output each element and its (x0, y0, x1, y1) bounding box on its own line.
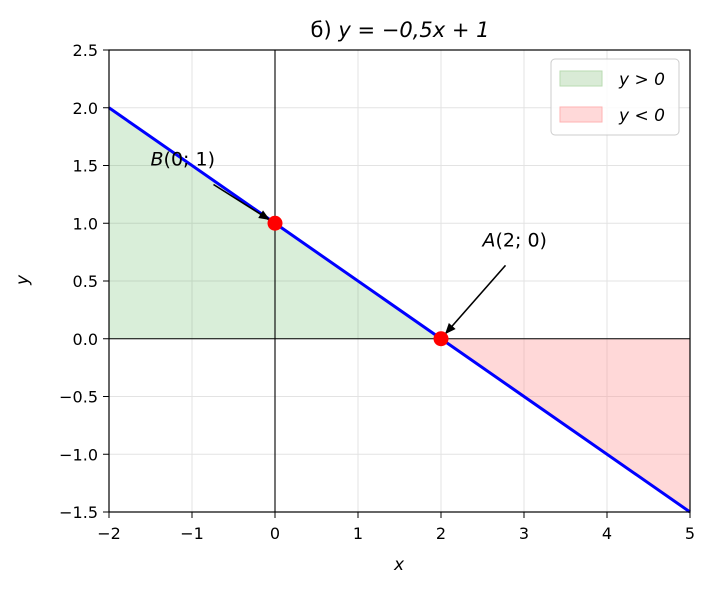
points (267, 215, 449, 347)
y-tick-label: −0.5 (59, 388, 98, 407)
legend-swatch-negative (559, 106, 603, 123)
arrow-head-A (444, 323, 456, 335)
y-axis-label: y (13, 274, 33, 286)
annotations: B(0; 1) A(2; 0) (151, 149, 547, 335)
chart-title-prefix: б) (311, 18, 332, 42)
arrow-head-B (258, 210, 270, 221)
zero-axes (109, 50, 690, 512)
y-tick-label: 2.0 (73, 99, 98, 118)
y-tick-label: −1.5 (59, 503, 98, 522)
x-tick-label: 2 (436, 524, 446, 543)
point-B (267, 215, 283, 231)
arrow-shaft-B (213, 183, 271, 221)
series (108, 106, 691, 514)
x-tick-label: 4 (602, 524, 612, 543)
legend: y > 0 y < 0 (550, 58, 680, 136)
point-label-B: B(0; 1) (151, 149, 216, 171)
x-tick-label: −1 (180, 524, 204, 543)
y-tick-label: 2.5 (73, 41, 98, 60)
x-tick-label: 3 (519, 524, 529, 543)
legend-label-positive: y > 0 (618, 70, 665, 90)
chart-title-equation: y = −0,5x + 1 (337, 18, 489, 42)
y-tick-label: 1.5 (73, 157, 98, 176)
chart-title: б) y = −0,5x + 1 (311, 18, 490, 42)
x-tick-label: 0 (270, 524, 280, 543)
x-tick-label: −2 (97, 524, 121, 543)
y-tick-label: 0.5 (73, 272, 98, 291)
point-A (433, 331, 449, 347)
legend-swatch-positive (559, 70, 603, 87)
series-line (108, 106, 691, 514)
arrow-shaft-A (444, 264, 507, 335)
y-tick-label: −1.0 (59, 445, 98, 464)
x-tick-label: 1 (353, 524, 363, 543)
ticks: −2 −1 0 1 2 3 4 5 −1.5 −1.0 −0.5 0.0 0.5 1.0 1.5 2.0 2.5 (59, 41, 695, 543)
x-tick-label: 5 (685, 524, 695, 543)
y-tick-label: 0.0 (73, 330, 98, 349)
y-tick-label: 1.0 (73, 214, 98, 233)
x-axis-label: x (393, 555, 405, 575)
legend-label-negative: y < 0 (618, 106, 665, 126)
point-label-A: A(2; 0) (481, 229, 547, 251)
